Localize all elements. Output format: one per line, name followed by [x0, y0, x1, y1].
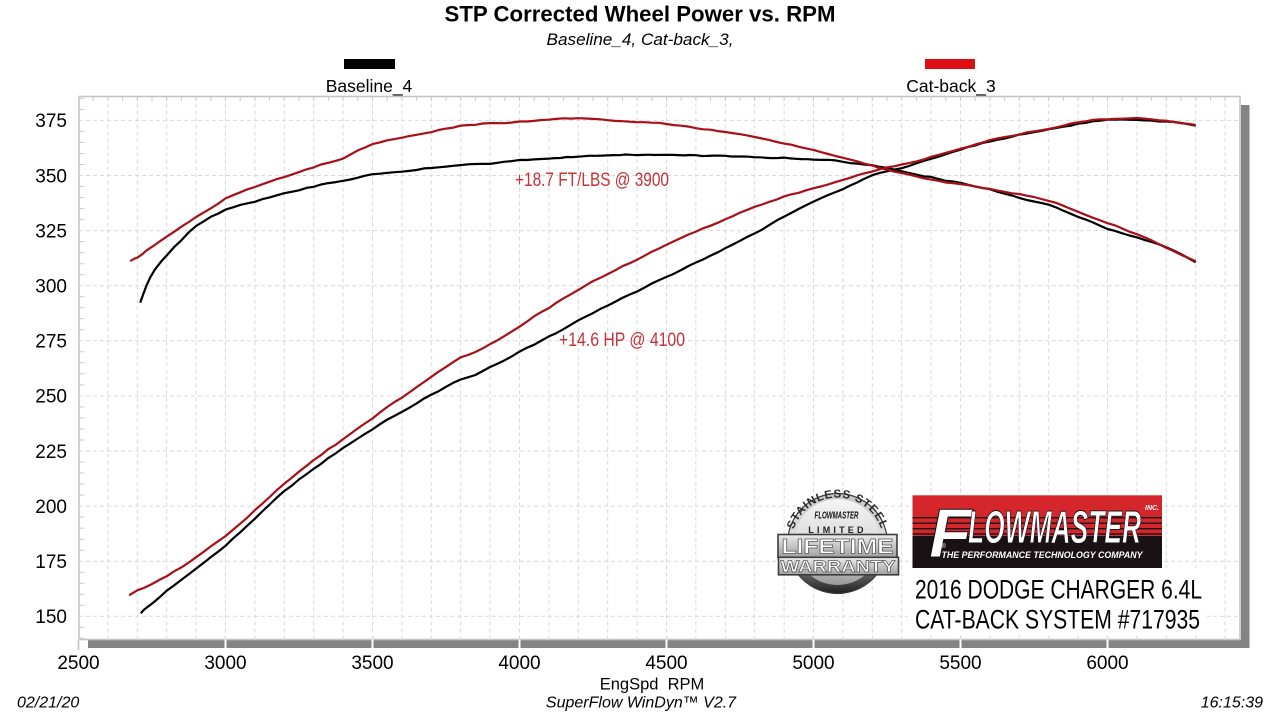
svg-text:300: 300: [35, 277, 67, 298]
svg-text:5000: 5000: [792, 653, 834, 674]
svg-text:275: 275: [35, 332, 67, 353]
svg-text:200: 200: [35, 497, 67, 518]
svg-text:EngSpd RPM: EngSpd RPM: [600, 676, 705, 694]
svg-text:3500: 3500: [351, 653, 393, 674]
svg-text:THE PERFORMANCE TECHNOLOGY COM: THE PERFORMANCE TECHNOLOGY COMPANY: [942, 550, 1144, 560]
svg-text:325: 325: [35, 221, 67, 242]
svg-text:250: 250: [35, 387, 67, 408]
svg-text:FLOWMASTER: FLOWMASTER: [815, 510, 859, 522]
svg-text:02/21/20: 02/21/20: [17, 695, 79, 712]
svg-text:4500: 4500: [645, 653, 687, 674]
svg-text:6000: 6000: [1086, 653, 1128, 674]
svg-text:INC.: INC.: [1145, 505, 1159, 512]
svg-text:16:15:39: 16:15:39: [1201, 695, 1263, 712]
svg-text:4000: 4000: [498, 653, 540, 674]
svg-text:F: F: [929, 494, 974, 572]
svg-text:Cat-back_3: Cat-back_3: [906, 76, 996, 97]
svg-text:STP Corrected Wheel Power vs.: STP Corrected Wheel Power vs. RPM: [445, 2, 836, 27]
svg-text:5500: 5500: [939, 653, 981, 674]
svg-text:WARRANTY: WARRANTY: [781, 557, 897, 576]
svg-text:®: ®: [941, 542, 946, 550]
svg-text:3000: 3000: [204, 653, 246, 674]
svg-text:2016 DODGE CHARGER 6.4L: 2016 DODGE CHARGER 6.4L: [915, 575, 1202, 605]
svg-text:375: 375: [35, 111, 67, 132]
svg-text:Baseline_4, Cat-back_3,: Baseline_4, Cat-back_3,: [547, 31, 734, 49]
svg-text:LOWMASTER: LOWMASTER: [968, 501, 1141, 553]
svg-text:+14.6 HP @ 4100: +14.6 HP @ 4100: [559, 330, 685, 351]
svg-text:2500: 2500: [57, 653, 99, 674]
svg-text:SuperFlow WinDyn™ V2.7: SuperFlow WinDyn™ V2.7: [546, 695, 737, 712]
svg-text:Baseline_4: Baseline_4: [326, 76, 413, 97]
svg-text:175: 175: [35, 552, 67, 573]
svg-text:LIFETIME: LIFETIME: [782, 535, 894, 559]
svg-text:+18.7 FT/LBS @ 3900: +18.7 FT/LBS @ 3900: [515, 170, 669, 191]
svg-text:225: 225: [35, 442, 67, 463]
svg-text:LIMITED: LIMITED: [808, 525, 866, 535]
svg-text:350: 350: [35, 166, 67, 187]
svg-text:CAT-BACK SYSTEM #717935: CAT-BACK SYSTEM #717935: [915, 605, 1200, 635]
svg-text:150: 150: [35, 607, 67, 628]
